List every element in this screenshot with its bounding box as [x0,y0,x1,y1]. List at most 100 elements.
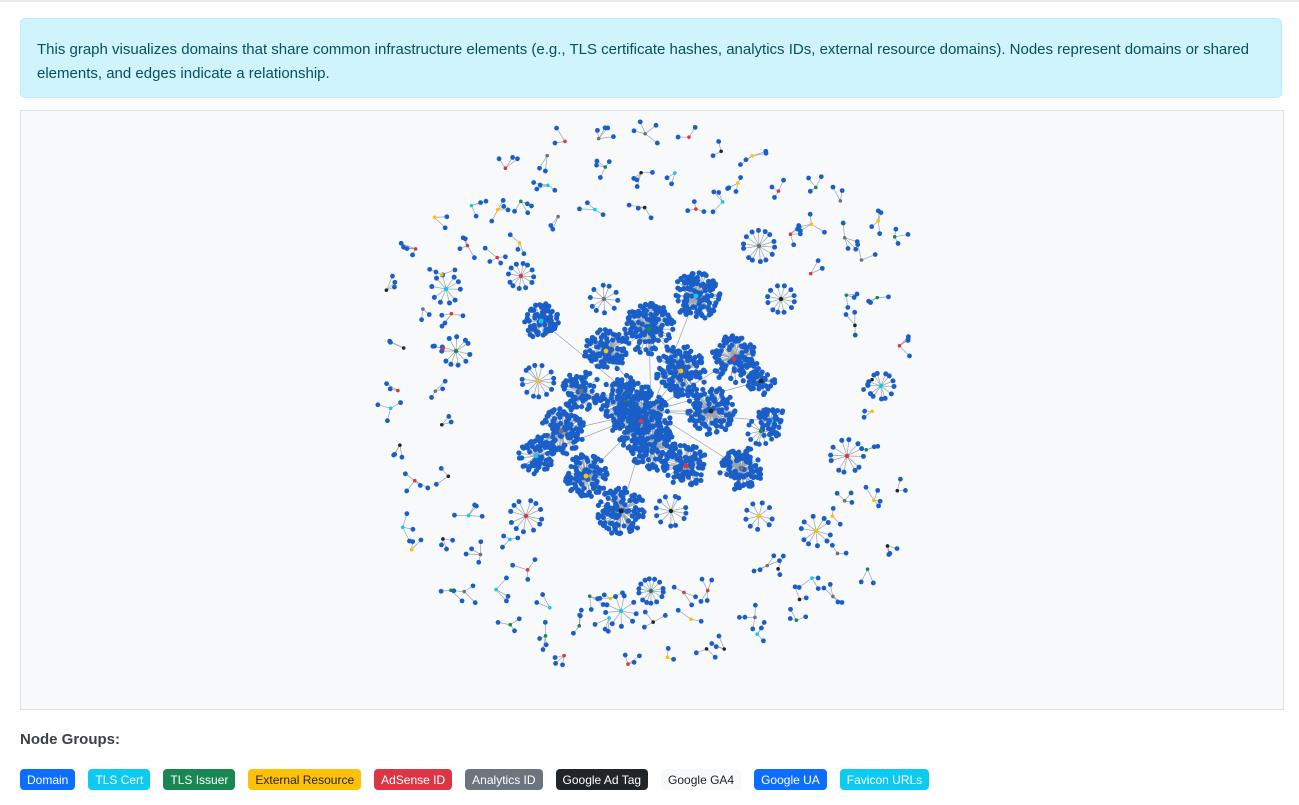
graph-node-domain[interactable] [742,357,748,363]
graph-node-shared-element[interactable] [583,473,589,479]
graph-node-domain[interactable] [645,350,652,357]
graph-node-domain[interactable] [612,332,619,338]
graph-node-shared-element[interactable] [453,348,459,354]
graph-node-domain[interactable] [529,267,535,273]
graph-node-domain[interactable] [691,385,698,392]
graph-node-domain[interactable] [537,636,543,641]
graph-node-domain[interactable] [611,305,617,311]
graph-node-domain[interactable] [460,313,466,319]
graph-node-domain[interactable] [539,442,545,448]
graph-node-domain[interactable] [696,270,702,276]
graph-node-shared-element[interactable] [469,203,474,208]
graph-node-domain[interactable] [473,213,479,219]
graph-node-domain[interactable] [648,311,654,318]
graph-node-shared-element[interactable] [838,199,843,203]
graph-node-domain[interactable] [619,355,625,361]
graph-node-domain[interactable] [610,387,616,393]
graph-node-domain[interactable] [653,303,659,309]
graph-node-domain[interactable] [507,232,513,238]
graph-node-shared-element[interactable] [704,647,709,651]
graph-node-domain[interactable] [669,378,675,385]
graph-node-domain[interactable] [704,297,710,303]
graph-node-domain[interactable] [772,195,777,200]
graph-node-domain[interactable] [821,585,827,591]
graph-node-domain[interactable] [478,539,484,545]
graph-node-domain[interactable] [667,420,673,426]
graph-node-domain[interactable] [430,343,436,349]
graph-node-domain[interactable] [452,297,458,303]
graph-node-shared-element[interactable] [578,388,584,394]
graph-node-domain[interactable] [603,509,609,516]
graph-node-domain[interactable] [636,411,642,417]
graph-node-domain[interactable] [875,443,881,449]
graph-node-domain[interactable] [537,182,543,188]
graph-node-domain[interactable] [656,355,662,361]
graph-node-shared-element[interactable] [753,615,757,620]
graph-node-domain[interactable] [618,490,624,496]
graph-node-domain[interactable] [877,231,883,237]
graph-node-domain[interactable] [685,410,691,416]
graph-node-shared-element[interactable] [844,293,849,297]
graph-node-domain[interactable] [520,261,526,267]
graph-node-domain[interactable] [746,384,752,390]
graph-node-domain[interactable] [433,269,439,275]
graph-node-domain[interactable] [851,295,857,300]
graph-node-domain[interactable] [525,210,531,216]
graph-node-domain[interactable] [567,435,574,441]
graph-node-domain[interactable] [741,482,747,488]
graph-node-domain[interactable] [605,628,611,634]
graph-node-domain[interactable] [767,431,773,437]
graph-node-domain[interactable] [664,463,670,469]
graph-node-domain[interactable] [479,513,485,519]
graph-node-domain[interactable] [717,291,723,297]
graph-node-shared-element[interactable] [603,348,609,354]
graph-node-shared-element[interactable] [603,165,608,169]
graph-node-domain[interactable] [563,382,569,389]
graph-node-domain[interactable] [654,467,660,473]
graph-node-domain[interactable] [576,487,582,493]
graph-node-domain[interactable] [689,602,695,608]
graph-node-domain[interactable] [757,259,763,265]
graph-node-domain[interactable] [656,404,663,410]
graph-node-domain[interactable] [556,411,562,417]
graph-node-domain[interactable] [646,576,652,582]
graph-node-domain[interactable] [589,335,595,341]
graph-node-domain[interactable] [755,474,761,481]
graph-node-domain[interactable] [624,508,630,514]
graph-node-domain[interactable] [446,335,452,341]
graph-node-domain[interactable] [536,394,542,400]
graph-node-domain[interactable] [587,294,593,300]
graph-node-shared-element[interactable] [517,241,522,245]
graph-node-domain[interactable] [653,122,659,128]
graph-node-domain[interactable] [457,286,463,292]
graph-node-domain[interactable] [636,512,642,518]
graph-node-domain[interactable] [572,396,579,402]
graph-node-domain[interactable] [693,369,699,375]
graph-node-domain[interactable] [679,460,685,467]
graph-node-domain[interactable] [614,394,620,400]
graph-node-domain[interactable] [796,224,802,230]
graph-node-domain[interactable] [524,262,530,268]
graph-node-domain[interactable] [744,448,750,454]
graph-node-domain[interactable] [748,437,754,443]
graph-node-domain[interactable] [781,177,786,183]
graph-node-domain[interactable] [581,485,587,491]
graph-node-domain[interactable] [602,310,608,316]
graph-node-domain[interactable] [684,391,691,397]
graph-node-domain[interactable] [444,546,449,552]
graph-node-domain[interactable] [619,347,625,354]
graph-node-domain[interactable] [567,480,573,486]
graph-node-domain[interactable] [459,598,465,604]
graph-node-domain[interactable] [704,598,710,603]
graph-node-shared-element[interactable] [738,465,744,471]
graph-node-domain[interactable] [693,313,699,320]
graph-node-domain[interactable] [840,220,846,226]
graph-node-domain[interactable] [741,456,747,462]
graph-node-domain[interactable] [638,393,644,399]
graph-node-domain[interactable] [642,609,648,615]
graph-node-domain[interactable] [546,444,552,450]
graph-node-domain[interactable] [669,181,674,187]
graph-node-domain[interactable] [635,319,641,325]
graph-node-domain[interactable] [594,363,600,369]
graph-node-domain[interactable] [621,523,627,529]
